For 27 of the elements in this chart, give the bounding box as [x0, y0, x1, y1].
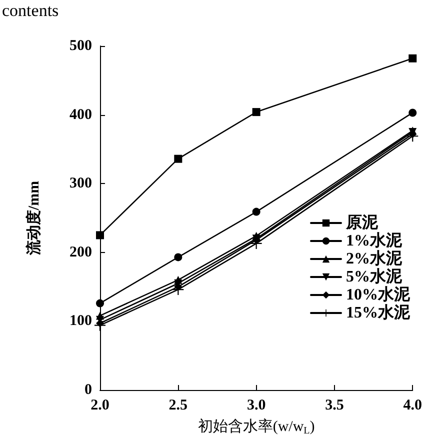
x-tick-label: 4.0 — [403, 398, 422, 414]
text: contents — [2, 1, 59, 20]
x-tick-label: 3.0 — [246, 398, 266, 414]
legend-label: 10%水泥 — [346, 286, 411, 304]
point — [174, 154, 182, 163]
point — [408, 108, 417, 117]
legend-label: 2%水泥 — [346, 250, 403, 268]
y-tick-label: 0 — [84, 382, 92, 398]
legend-label: 原泥 — [345, 214, 379, 232]
y-axis-title: 流动度/mm — [24, 180, 42, 256]
point — [96, 231, 104, 240]
point — [408, 54, 417, 62]
x-tick-label: 2.0 — [90, 398, 110, 414]
y-tick-label: 400 — [70, 106, 92, 123]
point — [252, 208, 260, 216]
x-tick-label: 2.5 — [168, 398, 188, 414]
y-tick-label: 200 — [70, 244, 92, 260]
y-tick-label: 100 — [70, 313, 92, 330]
legend-label: 1%水泥 — [346, 232, 403, 250]
y-tick-label: 300 — [70, 176, 92, 192]
legend-label: 15%水泥 — [346, 304, 411, 322]
point — [174, 253, 182, 262]
point — [252, 108, 260, 116]
legend-label: 5%水泥 — [346, 268, 403, 286]
point — [96, 299, 104, 308]
y-tick-label: 500 — [70, 38, 92, 54]
x-tick-label: 3.5 — [325, 398, 344, 414]
